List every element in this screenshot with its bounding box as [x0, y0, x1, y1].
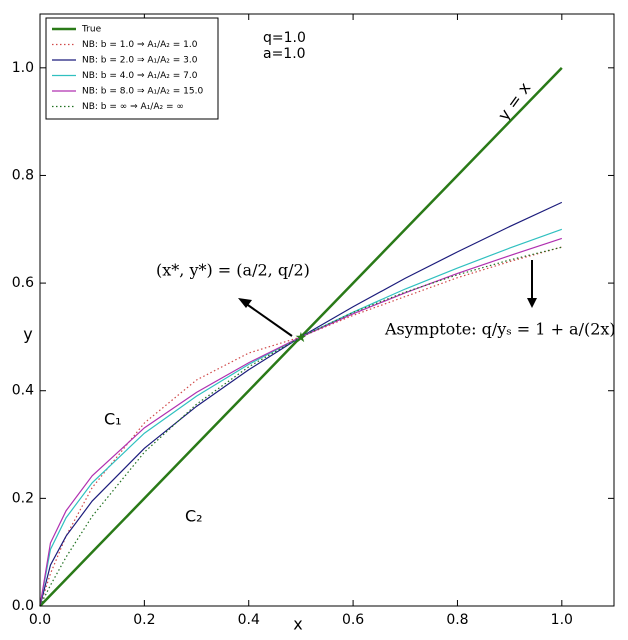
annotation: a=1.0: [263, 46, 306, 62]
x-tick-label: 0.6: [342, 612, 364, 628]
y-tick-label: 0.4: [12, 383, 34, 399]
annotation: (x*, y*) = (a/2, q/2): [156, 261, 310, 280]
legend-label: True: [81, 25, 102, 35]
y-tick-label: 0.6: [12, 275, 34, 291]
series-line: [39, 201, 563, 607]
x-tick-label: 0.0: [29, 612, 51, 628]
legend-label: NB: b = 4.0 ⇒ A₁/A₂ = 7.0: [82, 71, 198, 81]
series-line: [39, 237, 563, 607]
x-tick-label: 1.0: [551, 612, 573, 628]
series-line: [39, 66, 563, 607]
annotation: q=1.0: [263, 30, 306, 46]
legend-label: NB: b = 2.0 ⇒ A₁/A₂ = 3.0: [82, 56, 198, 66]
x-tick-label: 0.8: [446, 612, 468, 628]
y-tick-label: 0.8: [12, 167, 34, 183]
y-tick-label: 0.2: [12, 490, 34, 506]
legend-label: NB: b = ∞ ⇒ A₁/A₂ = ∞: [82, 102, 184, 112]
plot-frame: [39, 13, 615, 607]
arrow: [244, 302, 293, 337]
y-axis-label: y: [23, 325, 32, 344]
arrow-head: [238, 298, 252, 308]
legend-label: NB: b = 1.0 ⇒ A₁/A₂ = 1.0: [82, 40, 198, 50]
annotation: Asymptote: q/yₛ = 1 + a/(2x): [384, 320, 616, 339]
annotation: C₂: [185, 507, 203, 526]
y-tick-label: 1.0: [12, 60, 34, 76]
legend-box: [45, 17, 219, 120]
x-tick-label: 0.4: [238, 612, 260, 628]
legend-label: NB: b = 8.0 ⇒ A₁/A₂ = 15.0: [82, 87, 203, 97]
point-marker: ★: [295, 330, 308, 346]
y-tick-label: 0.0: [12, 598, 34, 614]
x-tick-label: 0.2: [133, 612, 155, 628]
series-line: [39, 228, 563, 607]
x-axis-label: x: [293, 615, 302, 634]
arrow-head: [527, 298, 537, 308]
series-line: [39, 246, 562, 607]
annotation: C₁: [104, 410, 122, 429]
